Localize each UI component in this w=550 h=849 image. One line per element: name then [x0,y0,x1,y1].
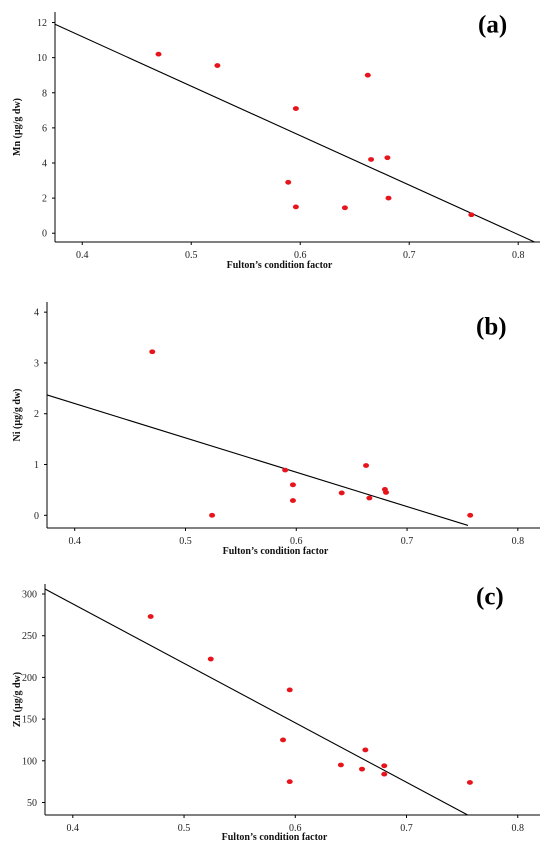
panel-b: 0 1 2 3 4 0.4 0.5 0.6 0.7 0.8 Fulton’s condition f… [12,302,540,557]
data-point [286,687,293,693]
x-tick-label: 0.7 [401,536,414,547]
data-point [359,766,366,772]
data-point [292,106,299,111]
regression-line [54,23,535,243]
panel-label: (b) [476,314,507,341]
data-point [280,737,287,743]
data-point [368,157,375,162]
data-point [381,763,388,769]
x-tick-label: 0.7 [403,250,416,261]
x-axis-title: Fulton’s condition factor [227,260,333,271]
data-point [289,482,296,488]
y-tick-label: 8 [42,88,47,99]
data-point [289,498,296,503]
data-point [381,771,388,777]
panel-label: (a) [478,12,507,39]
data-point [214,63,221,68]
x-axis-title: Fulton’s condition factor [222,832,328,843]
data-point [147,614,154,619]
panel-a: 0 2 4 6 8 10 12 0.4 0.5 0.6 0.7 0.8 Fulton’s conditi… [12,12,540,271]
y-axis-title: Zn (µg/g dw) [12,672,23,727]
x-tick-label: 0.8 [512,823,525,834]
y-tick-label: 300 [22,590,37,601]
data-point [385,195,392,201]
y-tick-label: 1 [34,460,39,471]
data-point [285,179,292,185]
data-point [467,512,474,518]
data-point [366,495,373,501]
y-tick-label: 0 [42,229,47,240]
x-tick-label: 0.6 [290,536,303,547]
data-point [292,204,299,210]
y-tick-label: 150 [22,715,37,726]
y-tick-label: 2 [42,194,47,205]
x-tick-label: 0.8 [512,250,525,261]
data-point [362,747,369,753]
data-point [468,212,475,218]
data-point [341,205,348,211]
data-point [338,490,345,496]
y-tick-label: 50 [27,798,37,809]
y-tick-label: 4 [42,158,47,169]
panel-label: (c) [476,584,504,611]
data-point [384,155,391,161]
data-point [207,656,214,662]
regression-line [44,588,468,816]
y-tick-label: 3 [34,358,39,369]
data-point [286,779,293,785]
x-tick-label: 0.4 [67,823,80,834]
data-point [466,780,473,785]
y-tick-label: 100 [22,756,37,767]
x-tick-label: 0.4 [76,250,89,261]
data-point [337,762,344,768]
data-point [155,51,162,57]
x-tick-label: 0.4 [68,536,81,547]
y-tick-label: 2 [34,409,39,420]
data-point [363,463,370,468]
x-tick-label: 0.8 [512,536,525,547]
regression-line [46,394,469,526]
y-tick-label: 250 [22,631,37,642]
y-tick-label: 6 [42,123,47,134]
x-axis-title: Fulton’s condition factor [223,546,329,557]
data-point [364,72,371,78]
y-tick-label: 0 [34,511,39,522]
data-point [383,490,390,495]
x-tick-label: 0.5 [179,536,192,547]
data-point [209,512,216,518]
y-tick-label: 10 [37,53,47,64]
y-tick-label: 200 [22,673,37,684]
y-axis-title: Mn (µg/g dw) [12,98,23,156]
x-tick-label: 0.6 [289,823,302,834]
x-tick-label: 0.7 [400,823,413,834]
y-tick-label: 4 [34,308,39,319]
x-tick-label: 0.6 [294,250,307,261]
x-tick-label: 0.5 [178,823,191,834]
y-tick-label: 12 [37,18,47,29]
panel-c: 50 100 150 200 250 300 0.4 0.5 0.6 0.7 0.8 Fulton’s… [12,584,540,843]
data-point [282,467,289,473]
y-axis-title: Ni (µg/g dw) [12,389,23,442]
data-point [149,349,156,355]
x-tick-label: 0.5 [185,250,198,261]
